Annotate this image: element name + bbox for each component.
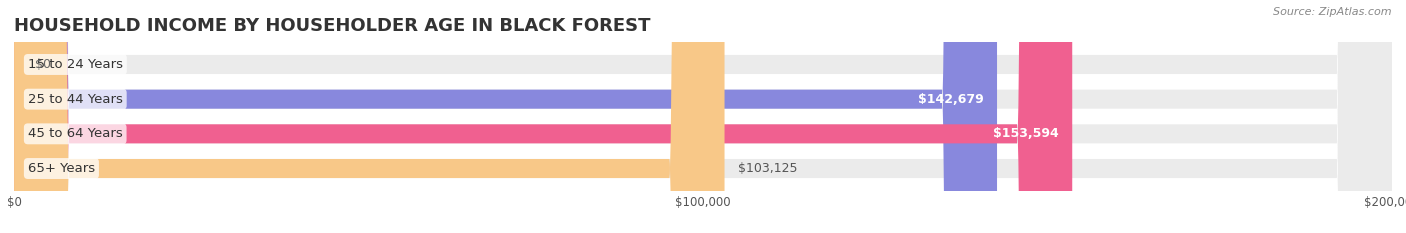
FancyBboxPatch shape: [14, 0, 1392, 233]
Text: $142,679: $142,679: [918, 93, 983, 106]
Text: 15 to 24 Years: 15 to 24 Years: [28, 58, 122, 71]
FancyBboxPatch shape: [14, 0, 1392, 233]
FancyBboxPatch shape: [14, 0, 1392, 233]
Text: $0: $0: [35, 58, 51, 71]
Text: HOUSEHOLD INCOME BY HOUSEHOLDER AGE IN BLACK FOREST: HOUSEHOLD INCOME BY HOUSEHOLDER AGE IN B…: [14, 17, 651, 35]
Text: 45 to 64 Years: 45 to 64 Years: [28, 127, 122, 140]
Text: $103,125: $103,125: [738, 162, 797, 175]
Text: Source: ZipAtlas.com: Source: ZipAtlas.com: [1274, 7, 1392, 17]
Text: $153,594: $153,594: [993, 127, 1059, 140]
Text: 65+ Years: 65+ Years: [28, 162, 96, 175]
FancyBboxPatch shape: [14, 0, 997, 233]
FancyBboxPatch shape: [14, 0, 1073, 233]
FancyBboxPatch shape: [14, 0, 1392, 233]
Text: 25 to 44 Years: 25 to 44 Years: [28, 93, 122, 106]
FancyBboxPatch shape: [14, 0, 724, 233]
